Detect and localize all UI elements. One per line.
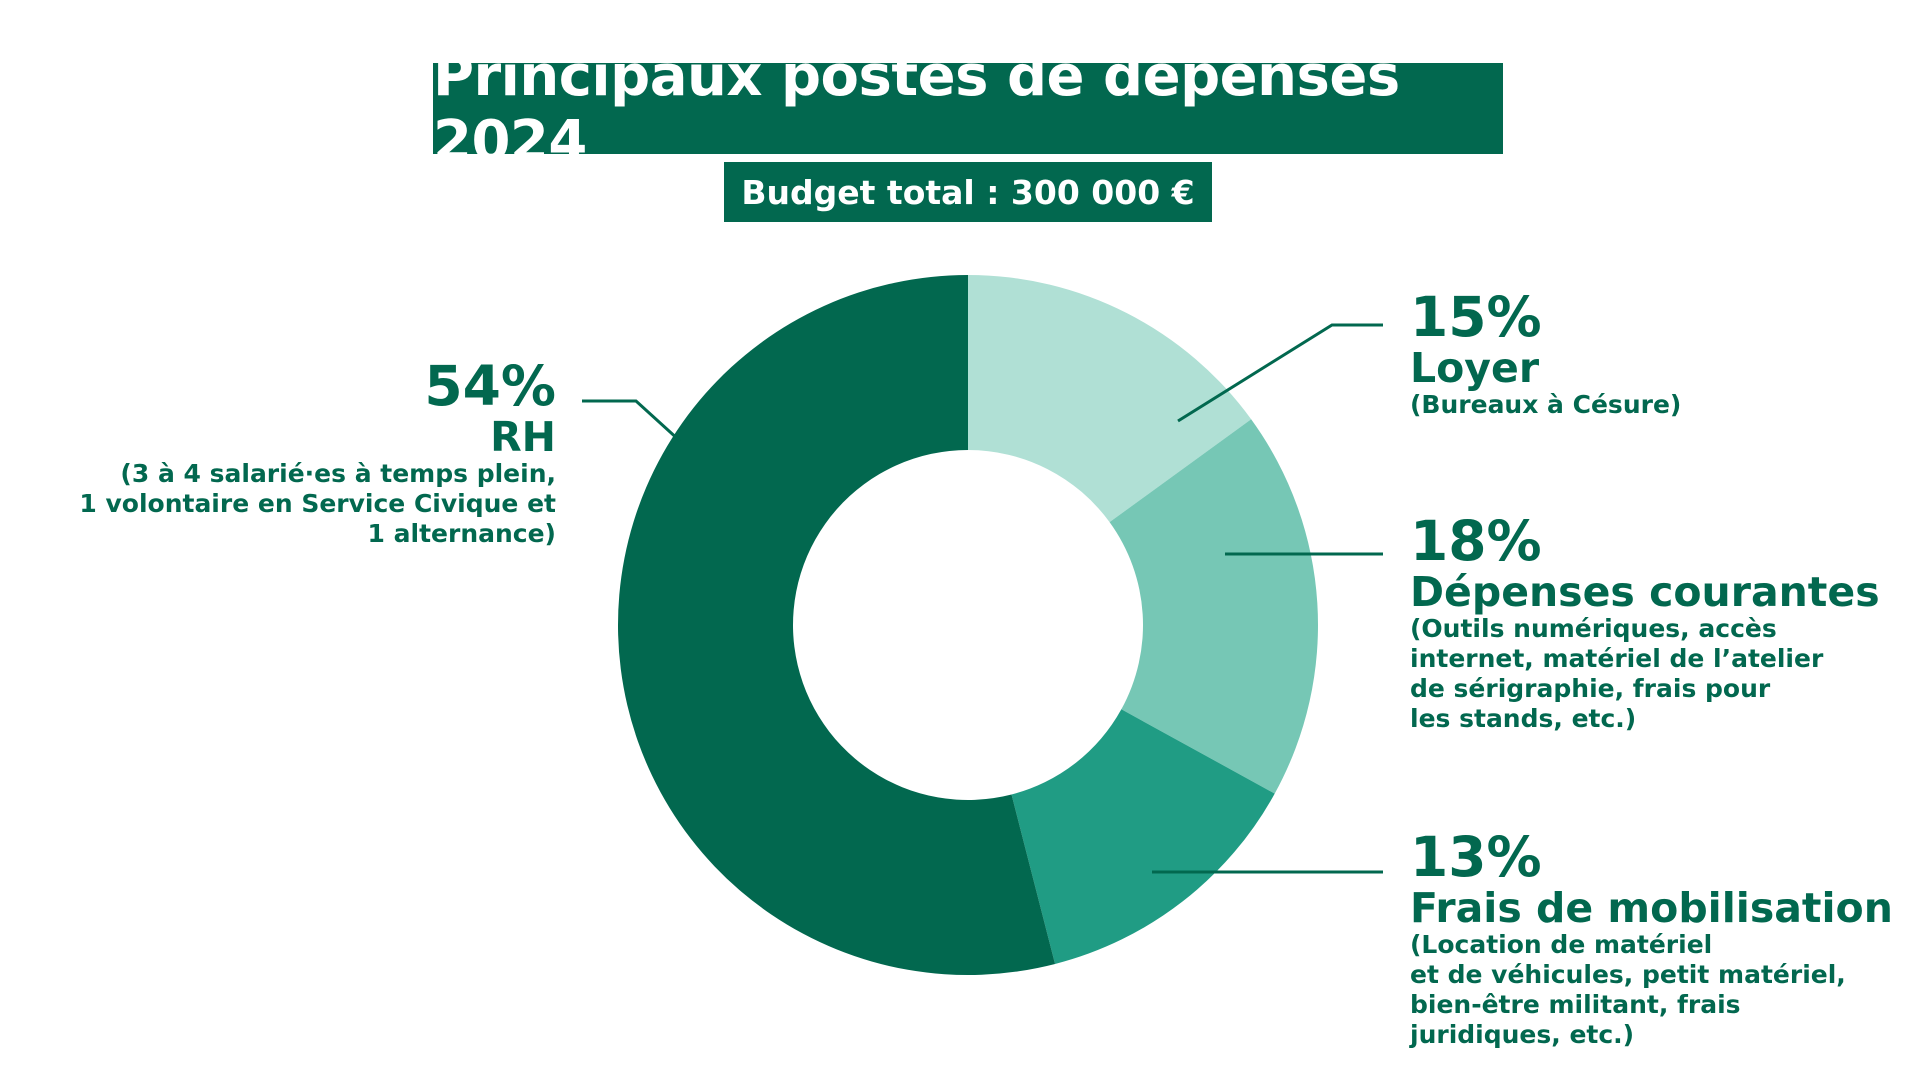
slice-desc-loyer-line: (Bureaux à Césure) <box>1410 390 1682 419</box>
slice-desc-frais-mobilisation-line: et de véhicules, petit matériel, <box>1410 960 1846 989</box>
slice-depenses-courantes <box>1109 419 1318 794</box>
slice-desc-frais-mobilisation-line: bien-être militant, frais <box>1410 990 1741 1019</box>
slice-percent-depenses-courantes: 18% <box>1410 509 1542 573</box>
slice-desc-depenses-courantes-line: internet, matériel de l’atelier <box>1410 644 1824 673</box>
chart-subtitle: Budget total : 300 000 € <box>724 162 1212 222</box>
slice-percent-rh: 54% <box>424 354 556 418</box>
slice-name-rh: RH <box>490 413 556 461</box>
slice-label-depenses-courantes: 18% Dépenses courantes (Outils numérique… <box>1410 512 1880 734</box>
slice-name-depenses-courantes: Dépenses courantes <box>1410 568 1880 616</box>
slice-desc-rh-line: 1 alternance) <box>367 519 556 548</box>
slice-desc-depenses-courantes-line: les stands, etc.) <box>1410 704 1637 733</box>
slice-label-rh: 54% RH (3 à 4 salarié·es à temps plein, … <box>79 357 556 549</box>
slice-desc-depenses-courantes-line: de sérigraphie, frais pour <box>1410 674 1771 703</box>
slice-desc-frais-mobilisation-line: (Location de matériel <box>1410 930 1713 959</box>
slice-loyer <box>968 275 1252 523</box>
leader-line-loyer <box>1177 323 1383 423</box>
slice-name-loyer: Loyer <box>1410 344 1540 392</box>
slice-percent-frais-mobilisation: 13% <box>1410 825 1542 889</box>
slice-desc-rh-line: 1 volontaire en Service Civique et <box>79 489 556 518</box>
slice-desc-depenses-courantes-line: (Outils numériques, accès <box>1410 614 1777 643</box>
leader-line-rh <box>582 399 682 443</box>
slice-rh <box>617 275 1056 975</box>
slice-percent-loyer: 15% <box>1410 285 1542 349</box>
slice-frais-de-mobilisation <box>1011 709 1275 965</box>
slice-desc-frais-mobilisation-line: juridiques, etc.) <box>1410 1020 1635 1049</box>
slice-label-loyer: 15% Loyer (Bureaux à Césure) <box>1410 288 1681 420</box>
slice-label-frais-mobilisation: 13% Frais de mobilisation (Location de m… <box>1410 828 1893 1050</box>
slice-desc-rh-line: (3 à 4 salarié·es à temps plein, <box>120 459 556 488</box>
slice-name-frais-mobilisation: Frais de mobilisation <box>1410 884 1893 932</box>
